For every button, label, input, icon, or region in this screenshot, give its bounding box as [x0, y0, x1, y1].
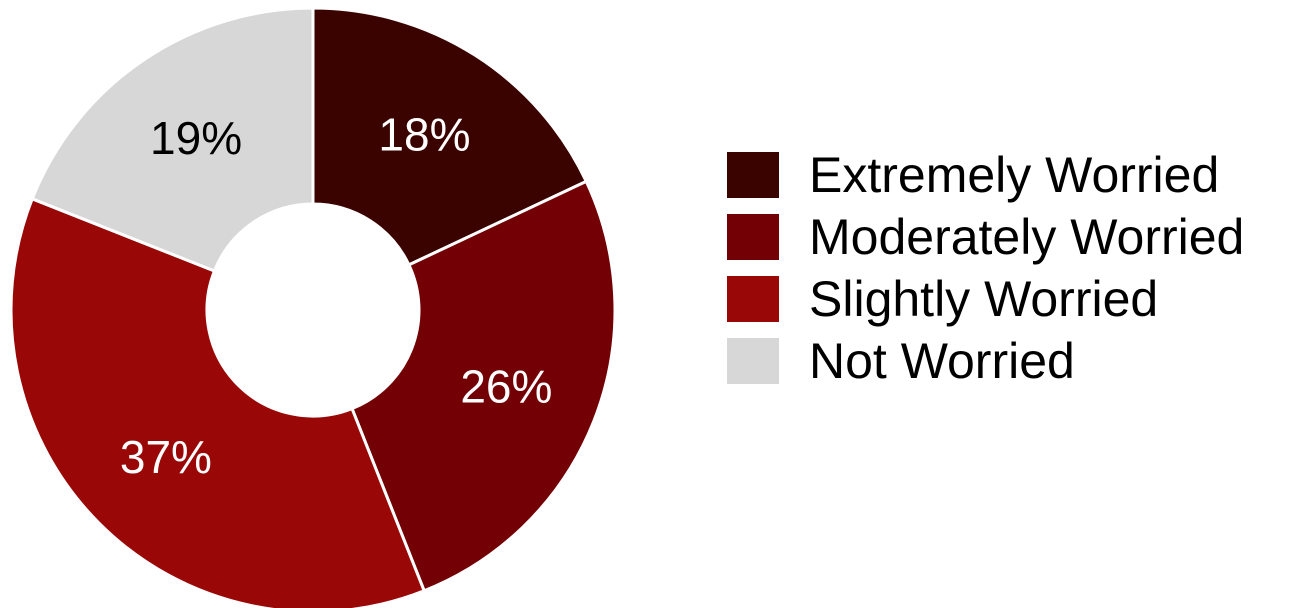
legend-swatch-extremely-worried — [727, 152, 779, 198]
slice-label-not-worried: 19% — [150, 112, 242, 164]
legend-label-moderately-worried: Moderately Worried — [809, 209, 1245, 265]
legend-label-extremely-worried: Extremely Worried — [809, 147, 1220, 203]
legend-swatch-slightly-worried — [727, 276, 779, 322]
slice-labels: 18% 26% 37% 19% — [120, 108, 553, 483]
legend-item-extremely-worried: Extremely Worried — [727, 144, 1244, 206]
slice-slightly-worried — [9, 196, 427, 608]
chart-legend: Extremely Worried Moderately Worried Sli… — [727, 144, 1244, 392]
slice-extremely-worried — [311, 6, 589, 267]
donut-slices — [9, 6, 617, 608]
slice-label-extremely-worried: 18% — [378, 108, 470, 160]
legend-item-slightly-worried: Slightly Worried — [727, 268, 1244, 330]
slice-moderately-worried — [350, 179, 617, 593]
legend-item-moderately-worried: Moderately Worried — [727, 206, 1244, 268]
legend-label-slightly-worried: Slightly Worried — [809, 271, 1159, 327]
legend-label-not-worried: Not Worried — [809, 333, 1075, 389]
slice-label-moderately-worried: 26% — [460, 361, 552, 413]
slice-label-slightly-worried: 37% — [120, 431, 212, 483]
slice-not-worried — [30, 6, 315, 273]
legend-item-not-worried: Not Worried — [727, 330, 1244, 392]
legend-swatch-moderately-worried — [727, 214, 779, 260]
legend-swatch-not-worried — [727, 338, 779, 384]
